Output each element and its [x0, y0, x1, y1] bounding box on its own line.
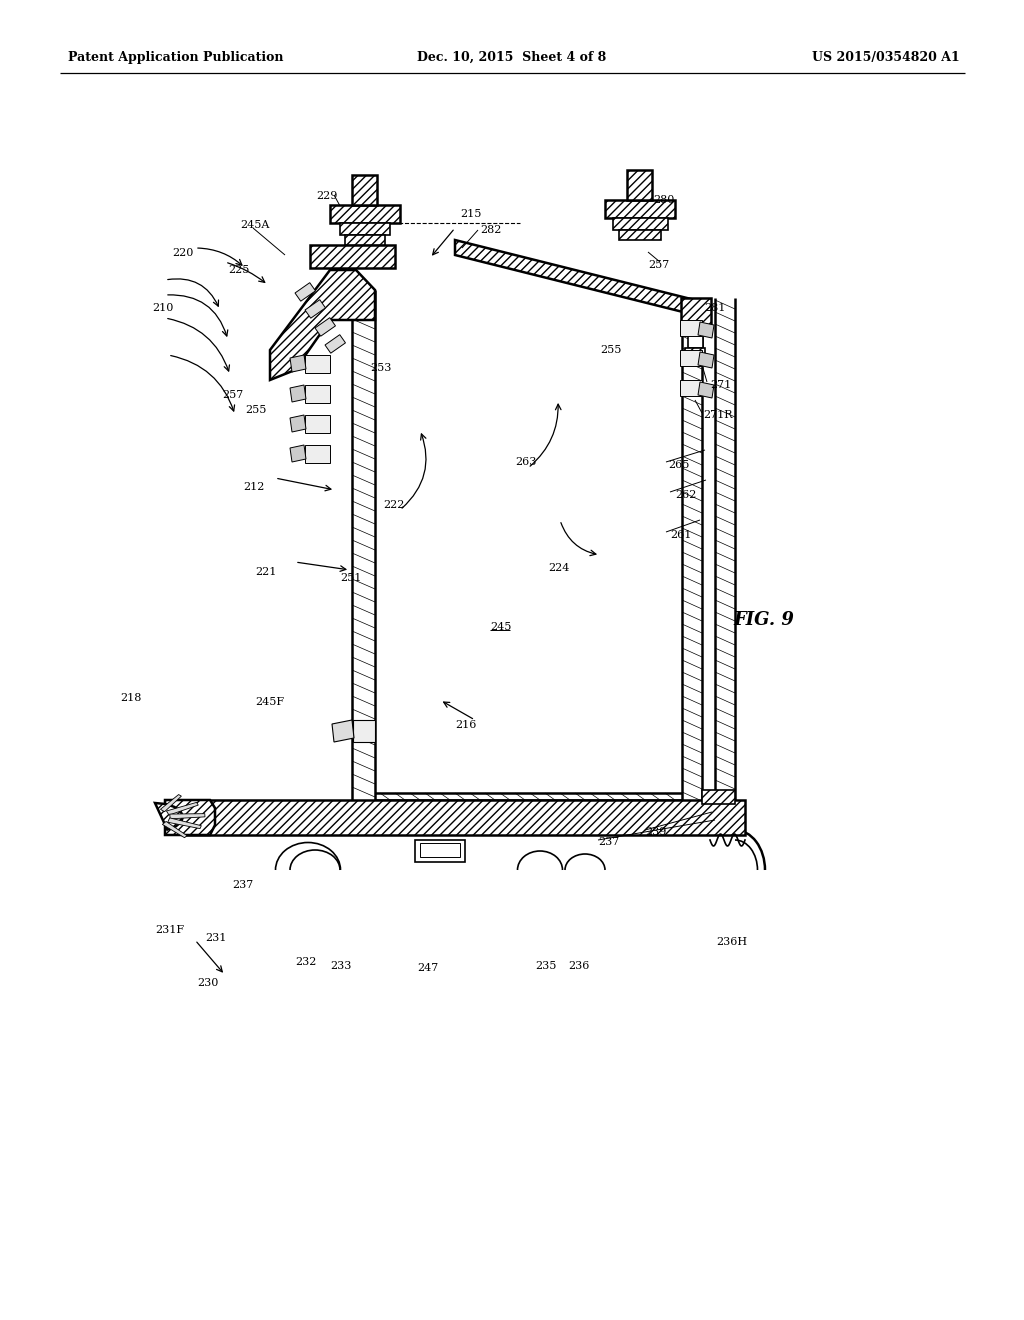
- Bar: [352, 176, 377, 205]
- Text: Dec. 10, 2015  Sheet 4 of 8: Dec. 10, 2015 Sheet 4 of 8: [418, 50, 606, 63]
- Text: 225: 225: [228, 265, 250, 275]
- Bar: [305, 445, 330, 463]
- Bar: [345, 235, 385, 246]
- Text: 218: 218: [120, 693, 141, 704]
- Polygon shape: [290, 414, 306, 432]
- Bar: [305, 414, 330, 433]
- Bar: [680, 380, 702, 396]
- Text: 281: 281: [705, 304, 725, 313]
- Text: 245F: 245F: [255, 697, 284, 708]
- Text: 237: 237: [598, 837, 620, 847]
- Polygon shape: [167, 803, 199, 814]
- Text: 216: 216: [455, 719, 476, 730]
- Text: 236H: 236H: [716, 937, 748, 946]
- Text: 231F: 231F: [155, 925, 184, 935]
- Polygon shape: [170, 813, 205, 818]
- Bar: [680, 319, 702, 337]
- Text: 280: 280: [653, 195, 675, 205]
- Text: US 2015/0354820 A1: US 2015/0354820 A1: [812, 50, 961, 63]
- Text: 255: 255: [245, 405, 266, 414]
- Bar: [185, 800, 745, 836]
- Bar: [680, 350, 702, 366]
- Polygon shape: [290, 445, 306, 462]
- Text: 212: 212: [243, 482, 264, 492]
- Text: 263: 263: [515, 457, 537, 467]
- Polygon shape: [455, 240, 695, 315]
- Text: Patent Application Publication: Patent Application Publication: [68, 50, 284, 63]
- Text: 257: 257: [648, 260, 670, 271]
- Text: 253: 253: [370, 363, 391, 374]
- Text: 282: 282: [480, 224, 502, 235]
- Text: 271R: 271R: [703, 411, 732, 420]
- Bar: [613, 218, 668, 230]
- Text: 230: 230: [197, 978, 218, 987]
- Polygon shape: [290, 355, 306, 372]
- Text: 231: 231: [205, 933, 226, 942]
- Bar: [353, 719, 375, 742]
- Text: 255: 255: [600, 345, 622, 355]
- Polygon shape: [165, 800, 215, 836]
- Bar: [185, 805, 208, 825]
- Text: 262: 262: [675, 490, 696, 500]
- Text: 237: 237: [232, 880, 253, 890]
- Text: 245: 245: [490, 622, 511, 632]
- Bar: [681, 298, 711, 333]
- Bar: [618, 230, 662, 240]
- Bar: [305, 385, 330, 403]
- Polygon shape: [325, 335, 345, 354]
- Polygon shape: [270, 271, 375, 380]
- Text: 245A: 245A: [240, 220, 269, 230]
- Text: 229: 229: [316, 191, 337, 201]
- Text: 271: 271: [710, 380, 731, 389]
- Text: 221: 221: [255, 568, 276, 577]
- Polygon shape: [698, 381, 714, 399]
- Polygon shape: [168, 818, 202, 829]
- Polygon shape: [161, 795, 181, 812]
- Polygon shape: [305, 300, 326, 318]
- Text: 235: 235: [535, 961, 556, 972]
- Bar: [340, 223, 390, 235]
- Polygon shape: [155, 803, 183, 829]
- Polygon shape: [332, 719, 354, 742]
- Text: 232: 232: [295, 957, 316, 968]
- Text: 239: 239: [645, 828, 667, 837]
- Polygon shape: [315, 318, 336, 337]
- Text: 233: 233: [330, 961, 351, 972]
- Polygon shape: [698, 352, 714, 368]
- Text: 251: 251: [340, 573, 361, 583]
- Text: 222: 222: [383, 500, 404, 510]
- Bar: [305, 355, 330, 374]
- Text: FIG. 9: FIG. 9: [733, 611, 794, 630]
- Polygon shape: [295, 282, 315, 301]
- Bar: [702, 789, 735, 804]
- Polygon shape: [290, 385, 306, 403]
- Text: 210: 210: [152, 304, 173, 313]
- Bar: [627, 170, 652, 201]
- Text: 215: 215: [460, 209, 481, 219]
- Polygon shape: [163, 821, 187, 838]
- Text: 261: 261: [670, 531, 691, 540]
- Bar: [605, 201, 675, 218]
- Text: 224: 224: [548, 564, 569, 573]
- Text: 257: 257: [222, 389, 244, 400]
- Text: 236: 236: [568, 961, 590, 972]
- Bar: [415, 840, 465, 862]
- Polygon shape: [698, 322, 714, 338]
- Bar: [330, 205, 400, 223]
- Text: 265: 265: [668, 459, 689, 470]
- Text: 247: 247: [417, 964, 438, 973]
- Bar: [420, 843, 460, 857]
- Bar: [688, 333, 703, 348]
- Polygon shape: [310, 246, 395, 268]
- Text: 220: 220: [172, 248, 194, 257]
- Bar: [685, 348, 705, 358]
